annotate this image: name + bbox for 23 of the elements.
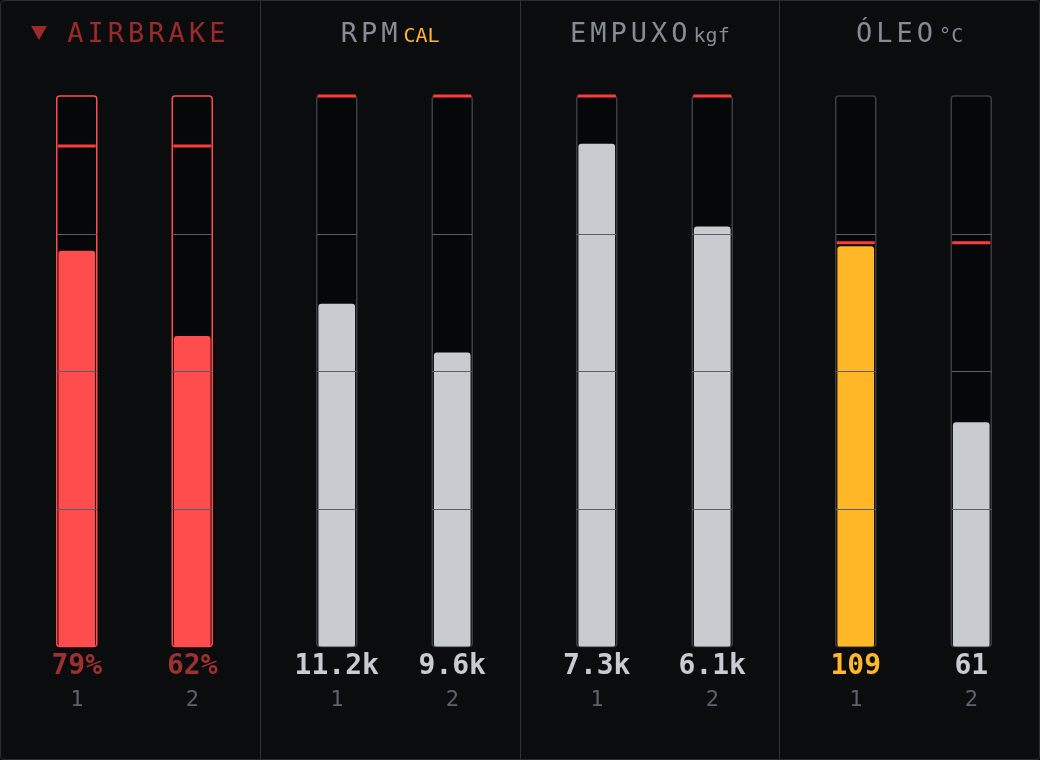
chart-subtitle: CAL [403,23,440,47]
data-label: 79% [51,647,103,681]
x-tick-label: 2 [705,685,719,711]
chart-title: EMPUXO [570,17,692,48]
chart-title: RPM [340,17,402,48]
x-tick-label: 2 [964,685,979,711]
x-tick-label: 1 [329,685,344,711]
chart-title: ÓLEO [856,17,938,48]
data-label: 6.1k [678,647,746,681]
data-label: 62% [166,647,218,681]
x-tick-label: 2 [445,685,459,711]
data-label: 7.3k [562,647,631,681]
x-tick-label: 2 [185,685,199,711]
data-label: 109 [830,647,882,681]
x-tick-label: 1 [589,685,603,711]
chart-subtitle: °C [939,23,964,47]
data-label: 11.2k [294,647,379,681]
chart-title: AIRBRAKE [67,17,230,48]
data-label: 9.6k [418,647,486,681]
chart-subtitle: kgf [693,23,730,47]
x-tick-label: 1 [849,685,863,711]
data-label: 61 [954,647,989,681]
x-tick-label: 1 [70,685,84,711]
